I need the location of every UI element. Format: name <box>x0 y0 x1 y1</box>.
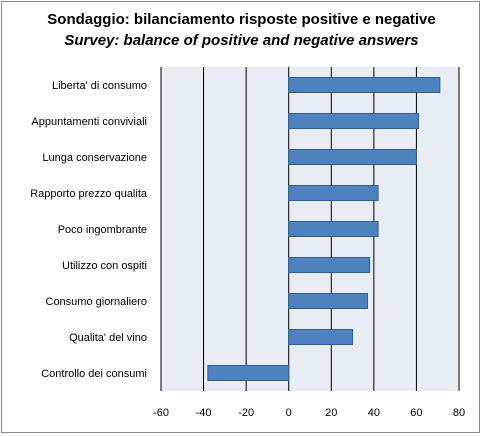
chart-subtitle: Survey: balance of positive and negative… <box>64 32 419 49</box>
bar <box>288 113 420 129</box>
x-tick-label: 80 <box>453 407 465 419</box>
bar <box>288 329 354 345</box>
x-tick-label: -60 <box>153 407 169 419</box>
category-label: Poco ingombrante <box>58 224 147 236</box>
category-label: Appuntamenti conviviali <box>31 116 147 128</box>
category-label: Rapporto prezzo qualita <box>30 188 148 200</box>
category-label: Liberta' di consumo <box>52 80 147 92</box>
bar <box>288 149 417 165</box>
category-label: Controllo dei consumi <box>41 368 147 380</box>
chart-title: Sondaggio: bilanciamento risposte positi… <box>47 11 436 28</box>
x-tick-label: 60 <box>410 407 422 419</box>
x-tick-label: -20 <box>238 407 254 419</box>
bar <box>288 221 379 237</box>
bar <box>288 77 441 93</box>
bar <box>288 293 368 309</box>
x-tick-label: 40 <box>368 407 380 419</box>
category-label: Lunga conservazione <box>42 152 147 164</box>
bar <box>288 185 379 201</box>
bar <box>207 365 290 381</box>
bars <box>207 77 441 381</box>
x-tick-label: 0 <box>286 407 292 419</box>
x-tick-labels: -60 -40 -20 0 20 40 60 80 <box>153 407 465 419</box>
category-label: Consumo giornaliero <box>46 296 148 308</box>
category-labels: Liberta' di consumo Appuntamenti convivia… <box>30 80 148 380</box>
category-label: Utilizzo con ospiti <box>62 260 147 272</box>
x-tick-label: -40 <box>196 407 212 419</box>
x-tick-label: 20 <box>325 407 337 419</box>
category-label: Qualita' del vino <box>69 332 147 344</box>
bar <box>288 257 371 273</box>
